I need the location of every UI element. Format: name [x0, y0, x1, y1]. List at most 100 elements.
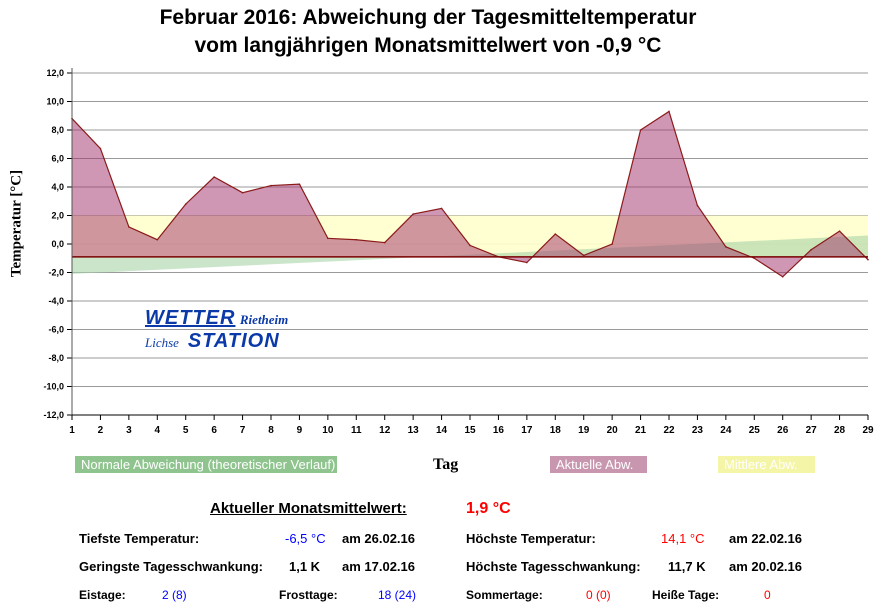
data-point	[355, 238, 358, 241]
data-point	[668, 110, 670, 113]
x-tick-label: 22	[663, 425, 675, 436]
hot-days-value: 0	[764, 588, 771, 602]
min-temp-value: -6,5 °C	[285, 531, 326, 546]
x-tick-label: 18	[550, 425, 562, 436]
ice-days-label: Eistage:	[79, 588, 126, 602]
y-axis-label: Temperatur [°C]	[8, 169, 25, 278]
x-tick-label: 10	[322, 425, 334, 436]
max-temp-date: am 22.02.16	[729, 531, 803, 546]
x-axis-label: Tag	[433, 456, 459, 473]
x-tick-label: 6	[211, 425, 217, 436]
x-tick-label: 9	[297, 425, 303, 436]
actual-deviation-area	[72, 111, 868, 277]
data-point	[526, 261, 528, 264]
data-point	[810, 248, 812, 251]
month-mean-label: Aktueller Monatsmittelwert:	[210, 500, 407, 517]
x-tick-label: 4	[155, 425, 161, 436]
y-tick-label: -8,0	[48, 353, 64, 363]
x-tick-label: 25	[749, 425, 761, 436]
y-tick-label: -10,0	[43, 382, 64, 392]
y-tick-label: 8,0	[51, 125, 64, 135]
min-range-date: am 17.02.16	[342, 559, 416, 574]
data-point	[753, 257, 756, 260]
month-mean-value: 1,9 °C	[466, 500, 511, 517]
frost-days-value: 18 (24)	[378, 588, 417, 602]
x-tick-label: 13	[408, 425, 420, 436]
x-tick-label: 7	[240, 425, 246, 436]
summer-days-label: Sommertage:	[466, 588, 543, 602]
x-tick-label: 8	[268, 425, 274, 436]
x-tick-label: 11	[351, 425, 362, 436]
x-tick-label: 3	[126, 425, 132, 436]
data-point	[725, 246, 727, 248]
y-tick-label: -4,0	[48, 296, 64, 306]
x-tick-label: 1	[69, 425, 75, 436]
x-tick-label: 19	[578, 425, 590, 436]
data-point	[270, 184, 272, 187]
hot-days-label: Heiße Tage:	[652, 588, 720, 602]
y-tick-label: -2,0	[48, 268, 64, 278]
data-point	[639, 129, 642, 131]
data-point	[241, 191, 244, 194]
x-tick-label: 24	[720, 425, 732, 436]
x-tick-label: 2	[98, 425, 104, 436]
data-point	[838, 230, 841, 232]
data-point	[156, 238, 159, 241]
y-tick-label: 0,0	[51, 239, 64, 249]
max-range-value: 11,7 K	[668, 559, 706, 574]
x-tick-label: 29	[862, 425, 874, 436]
max-range-label: Höchste Tagesschwankung:	[466, 559, 641, 574]
data-point	[696, 204, 699, 207]
max-temp-value: 14,1 °C	[661, 531, 705, 546]
data-point	[184, 203, 187, 205]
y-tick-label: -12,0	[43, 410, 64, 420]
x-tick-label: 20	[607, 425, 619, 436]
data-point	[611, 243, 613, 245]
data-point	[582, 254, 585, 257]
x-tick-label: 28	[834, 425, 846, 436]
data-point	[298, 183, 301, 185]
y-tick-label: 10,0	[46, 97, 64, 107]
x-tick-label: 21	[635, 425, 647, 436]
x-tick-label: 16	[493, 425, 505, 436]
chart-title-line2: vom langjährigen Monatsmittelwert von -0…	[194, 34, 662, 57]
min-temp-label: Tiefste Temperatur:	[79, 531, 200, 546]
data-point	[213, 176, 215, 178]
min-temp-date: am 26.02.16	[342, 531, 416, 546]
data-point	[412, 213, 414, 215]
x-tick-label: 27	[806, 425, 818, 436]
data-point	[867, 258, 869, 261]
plot-area: 12,0 10,0 8,0 6,0 4,0 2,0 0,0 -2,0 -4,0 -6,0 -8,0 -…	[43, 68, 874, 436]
wetterstation-logo: WETTER Rietheim Lichse STATION	[145, 307, 289, 352]
y-tick-label: 6,0	[51, 154, 64, 164]
max-range-date: am 20.02.16	[729, 559, 803, 574]
data-point	[440, 207, 443, 210]
data-point	[469, 244, 471, 247]
data-point	[99, 147, 102, 150]
y-tick-label: 2,0	[51, 211, 64, 221]
data-point	[554, 233, 557, 235]
max-temp-label: Höchste Temperatur:	[466, 531, 596, 546]
y-tick-label: 12,0	[46, 68, 64, 78]
data-point	[327, 237, 329, 240]
y-tick-label: -6,0	[48, 325, 64, 335]
x-tick-label: 23	[692, 425, 704, 436]
min-range-value: 1,1 K	[289, 559, 321, 574]
x-tick-label: 5	[183, 425, 189, 436]
legend-mean: Mittlere Abw.	[718, 456, 815, 473]
summer-days-value: 0 (0)	[586, 588, 611, 602]
legend-actual: Aktuelle Abw.	[550, 456, 647, 473]
x-tick-label: 17	[521, 425, 533, 436]
x-tick-label: 12	[379, 425, 391, 436]
x-tick-label: 14	[436, 425, 448, 436]
frost-days-label: Frosttage:	[279, 588, 338, 602]
data-point	[383, 241, 386, 244]
data-point	[781, 275, 784, 278]
x-tick-label: 15	[464, 425, 476, 436]
y-tick-label: 4,0	[51, 182, 64, 192]
chart-title-line1: Februar 2016: Abweichung der Tagesmittel…	[159, 6, 697, 29]
ice-days-value: 2 (8)	[162, 588, 187, 602]
legend-normal: Normale Abweichung (theoretischer Verlau…	[75, 456, 337, 473]
min-range-label: Geringste Tagesschwankung:	[79, 559, 263, 574]
